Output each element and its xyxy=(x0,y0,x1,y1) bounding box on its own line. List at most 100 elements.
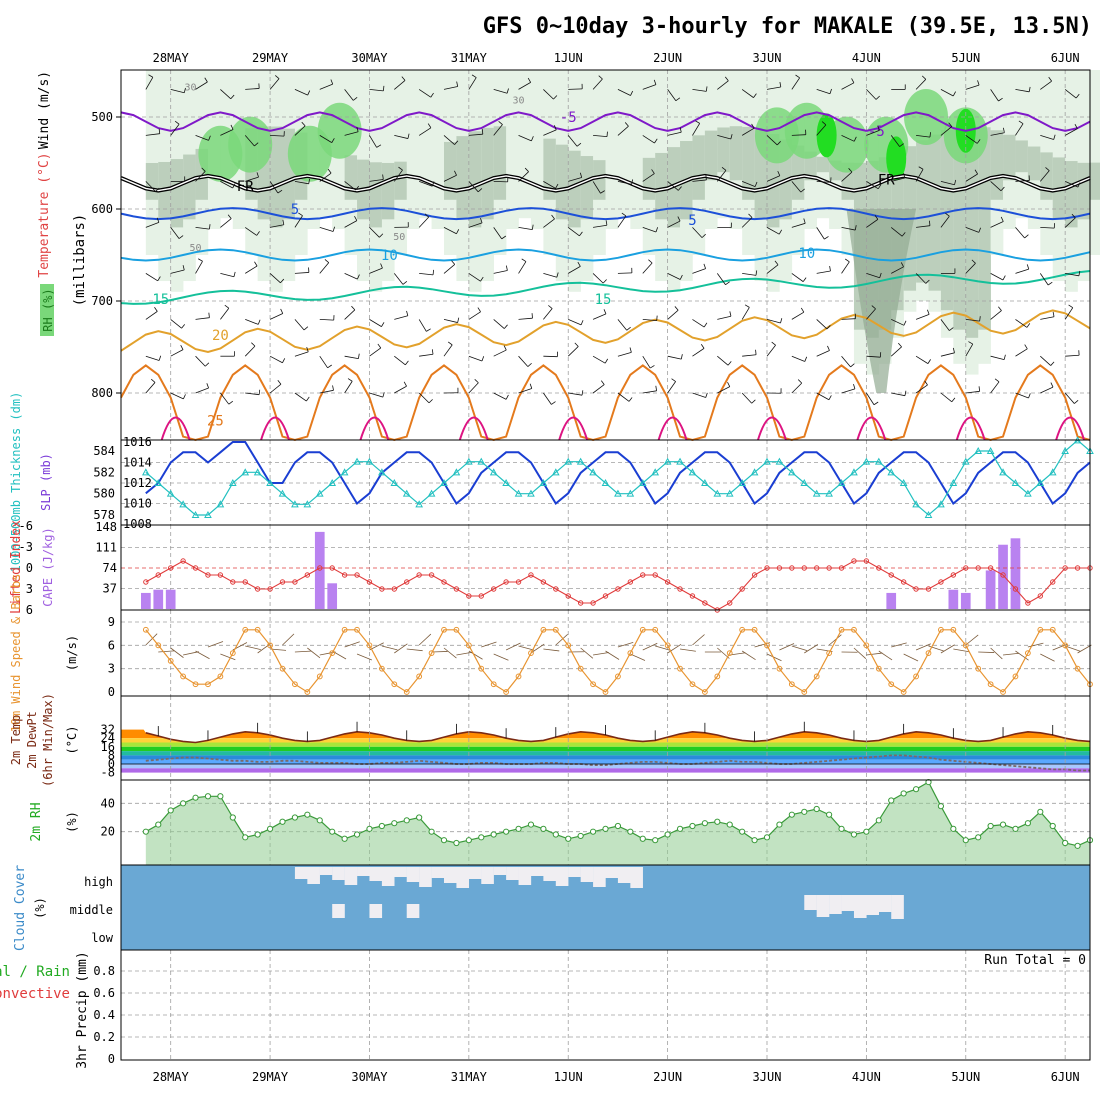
wind10m-point xyxy=(615,673,621,680)
wind-barb xyxy=(816,350,830,357)
wind-barb xyxy=(394,385,407,394)
wind-barb-flag xyxy=(451,260,456,265)
thickness-point xyxy=(924,510,933,518)
upper-ytick-label: 700 xyxy=(91,294,113,308)
wind-barb xyxy=(692,227,703,238)
wind-barb-flag xyxy=(574,342,579,347)
wind10m-barb xyxy=(915,643,931,651)
wind-barb-flag xyxy=(280,308,284,314)
wind-barb xyxy=(866,273,880,279)
wind10m-point xyxy=(726,650,733,657)
wind-barb-flag xyxy=(853,384,856,390)
wind-barb-flag xyxy=(827,345,830,351)
rh2m-point xyxy=(552,831,559,838)
wind10m-barb xyxy=(791,645,808,652)
wind10m-point xyxy=(664,642,671,649)
wind10m-barb xyxy=(183,651,199,656)
wind10m-barb xyxy=(505,642,521,651)
top-day-label: 1JUN xyxy=(554,51,583,65)
wind-barb-flag xyxy=(457,317,460,323)
wind-barb xyxy=(890,346,902,357)
wind-barb xyxy=(791,181,802,193)
thickness-tick: 584 xyxy=(93,444,115,458)
wind10m-point xyxy=(416,673,423,680)
wind-barb-flag xyxy=(474,379,479,384)
wind-barb xyxy=(567,135,578,147)
wind-barb-flag xyxy=(729,311,732,317)
wind10m-point xyxy=(714,673,721,680)
lifted-index-point xyxy=(963,565,969,571)
wind-barb-flag xyxy=(949,327,954,331)
wind-barb xyxy=(145,222,160,228)
wind10m-point xyxy=(490,681,497,688)
lifted-index-point xyxy=(900,579,907,585)
wind10m-barb xyxy=(443,647,457,659)
cloud-clear-high xyxy=(294,867,308,879)
lifted-index-point xyxy=(627,579,634,585)
rh-tick: 40 xyxy=(101,796,115,810)
wind-barb xyxy=(1064,307,1074,320)
wind-barb xyxy=(692,123,701,136)
wind-barb xyxy=(344,131,359,136)
wind-barb-flag xyxy=(174,120,180,125)
wind10m-point xyxy=(1000,689,1006,695)
lifted-index-point xyxy=(279,579,286,585)
contour-label: 30 xyxy=(185,83,197,94)
wind-barb xyxy=(816,124,827,136)
wind-barb xyxy=(568,266,581,274)
rh-shade xyxy=(580,156,594,220)
wind-barb xyxy=(344,220,358,228)
wind-barb-flag xyxy=(653,79,657,85)
wind-barb xyxy=(1040,355,1051,366)
wind-barb xyxy=(419,273,434,276)
cloud-clear-high xyxy=(444,867,457,883)
rh2m-point xyxy=(167,807,174,814)
thickness-point xyxy=(253,468,262,476)
wind-barb-flag xyxy=(994,378,1000,383)
rh2m-point xyxy=(1024,820,1031,827)
cloud-clear-high xyxy=(307,867,320,884)
cloud-clear-middle xyxy=(841,895,855,911)
wind-barb-flag xyxy=(850,363,855,368)
thickness-point xyxy=(191,510,200,518)
rh2m-point xyxy=(204,793,212,800)
wind-barb-flag xyxy=(501,235,507,240)
wind-barb-flag xyxy=(204,362,210,367)
wind-barb-flag xyxy=(1048,76,1052,82)
wind-barb xyxy=(965,135,978,144)
wind-barb-flag xyxy=(201,167,206,172)
lifted-index-point xyxy=(503,579,509,585)
slp-tick: 1016 xyxy=(123,435,152,449)
wind-barb xyxy=(1015,180,1030,182)
wind-barb-flag xyxy=(648,259,653,264)
wind10m-point xyxy=(900,689,907,695)
wind-barb xyxy=(965,173,978,182)
wind-barb-flag xyxy=(1045,167,1050,171)
wind-barb xyxy=(866,392,875,405)
wind-barb xyxy=(270,224,284,228)
wind-barb xyxy=(1015,392,1029,399)
chart-title: GFS 0~10day 3-hourly for MAKALE (39.5E, … xyxy=(483,14,1092,39)
temp-contour-30 xyxy=(856,416,887,441)
cloud-clear-high xyxy=(630,867,643,888)
wind-barb xyxy=(692,348,705,357)
lifted-index-point xyxy=(664,579,671,585)
wind-barb xyxy=(841,82,855,90)
wind-barb xyxy=(418,216,429,228)
wind-barb xyxy=(568,177,582,182)
temp-contour-15 xyxy=(120,270,1091,305)
rh-shade xyxy=(506,70,519,229)
top-day-label: 3JUN xyxy=(753,51,782,65)
upper-ytick-label: 600 xyxy=(91,202,113,216)
wind-barb-flag xyxy=(803,218,806,224)
lifted-index-point xyxy=(379,586,385,592)
wind10m-barb xyxy=(170,647,184,658)
rh-shade xyxy=(406,70,420,229)
precip-tick: 0.6 xyxy=(93,986,115,1000)
thickness-point xyxy=(850,468,858,476)
wind10m-point xyxy=(962,642,969,649)
wind-barb-flag xyxy=(921,75,927,80)
rh2m-point xyxy=(391,820,398,827)
wind-barb-flag xyxy=(254,142,259,147)
wind-barb-flag xyxy=(721,166,727,171)
